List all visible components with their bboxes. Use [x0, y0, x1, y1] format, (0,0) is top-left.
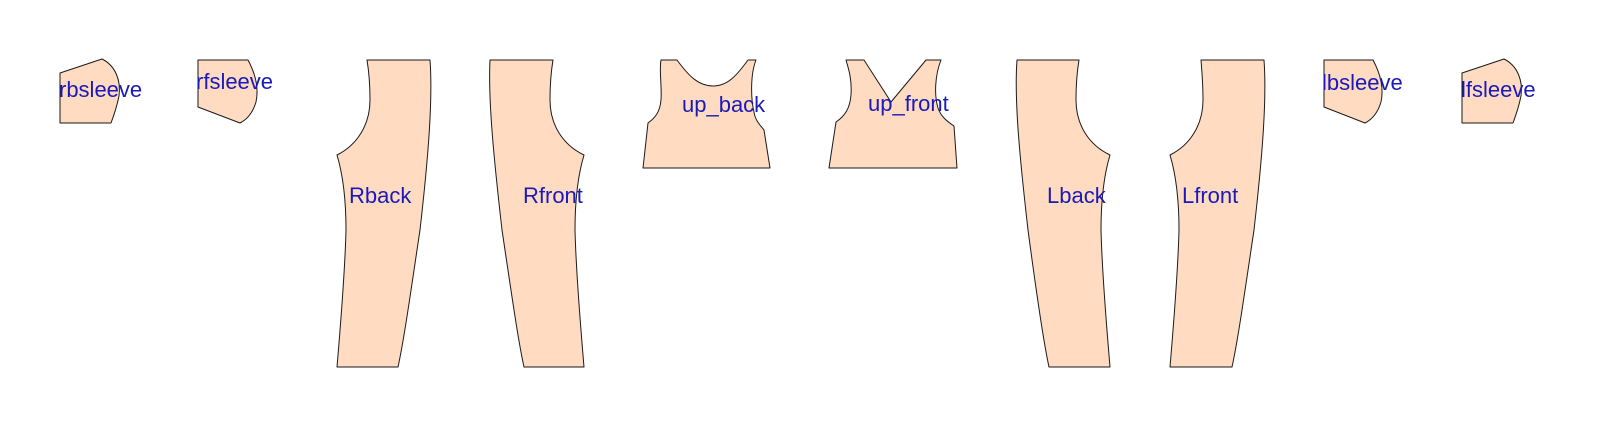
piece-lbsleeve-label: lbsleeve — [1322, 70, 1403, 95]
piece-rfsleeve-label: rfsleeve — [196, 69, 273, 94]
piece-rbsleeve-label: rbsleeve — [59, 77, 142, 102]
piece-lfsleeve-shape — [1461, 58, 1522, 124]
piece-rfsleeve: rfsleeve — [196, 59, 273, 124]
piece-rfront-shape — [489, 59, 585, 368]
piece-up-front-shape — [828, 59, 958, 169]
piece-lbsleeve-shape — [1323, 59, 1383, 124]
piece-lfsleeve: lfsleeve — [1461, 58, 1536, 124]
piece-rbsleeve: rbsleeve — [59, 58, 142, 124]
piece-lback: Lback — [1015, 59, 1111, 368]
piece-up-front-label: up_front — [868, 91, 949, 116]
piece-rback-shape — [336, 59, 432, 368]
piece-lfsleeve-label: lfsleeve — [1461, 77, 1536, 102]
piece-lfront-label: Lfront — [1182, 183, 1238, 208]
piece-lback-label: Lback — [1047, 183, 1107, 208]
piece-lback-shape — [1015, 59, 1111, 368]
piece-rfront-label: Rfront — [523, 183, 583, 208]
piece-rback-label: Rback — [349, 183, 412, 208]
piece-lbsleeve: lbsleeve — [1322, 59, 1403, 124]
piece-rbsleeve-shape — [59, 58, 120, 124]
piece-lfront: Lfront — [1169, 59, 1266, 368]
piece-lfront-shape — [1169, 59, 1266, 368]
piece-up-back-label: up_back — [682, 92, 766, 117]
piece-up-front: up_front — [828, 59, 958, 169]
piece-up-back-shape — [642, 59, 771, 169]
piece-rback: Rback — [336, 59, 432, 368]
piece-rfsleeve-shape — [197, 59, 258, 124]
piece-rfront: Rfront — [489, 59, 585, 368]
piece-up-back: up_back — [642, 59, 771, 169]
